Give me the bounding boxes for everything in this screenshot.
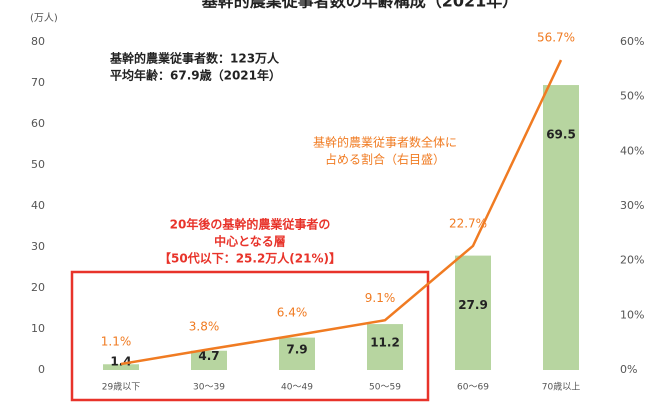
y2-tick-label: 40% — [620, 144, 644, 157]
y-axis-label: (万人) — [30, 12, 58, 24]
y-tick-label: 80 — [31, 35, 45, 48]
y2-tick-label: 10% — [620, 308, 644, 321]
bar — [455, 255, 491, 370]
bar — [191, 350, 227, 370]
y-tick-label: 30 — [31, 240, 45, 253]
bar-label: 11.2 — [370, 336, 400, 350]
line-label: 3.8% — [189, 320, 220, 334]
bar-label: 69.5 — [546, 128, 576, 142]
y-tick-label: 0 — [38, 363, 45, 376]
bar-label: 7.9 — [286, 342, 307, 356]
bar — [543, 85, 579, 371]
line — [120, 59, 563, 366]
y-tick-label: 60 — [31, 117, 45, 130]
y-tick-label: 10 — [31, 322, 45, 335]
annotation: 占める割合（右目盛） — [325, 152, 445, 167]
annotation: 基幹的農業従事者数全体に — [313, 135, 457, 150]
line-label: 6.4% — [277, 306, 308, 320]
x-tick-label: 70歳以上 — [542, 381, 580, 393]
annotation: 基幹的農業従事者数：123万人 — [109, 51, 280, 66]
x-tick-label: 60～69 — [457, 383, 489, 393]
bar-label: 1.4 — [110, 355, 131, 369]
highlight-box — [70, 270, 430, 402]
y2-tick-label: 60% — [620, 35, 644, 48]
chart-title: 基幹的農業従事者数の年齢構成（2021年） — [201, 0, 519, 11]
bar — [279, 337, 315, 370]
annotation: 中心となる層 — [214, 234, 286, 249]
y2-tick-label: 50% — [620, 90, 644, 103]
x-tick-label: 30～39 — [193, 383, 225, 393]
y-tick-label: 50 — [31, 158, 45, 171]
y-tick-label: 70 — [31, 76, 45, 89]
y-tick-label: 20 — [31, 281, 45, 294]
bar-label: 27.9 — [458, 298, 488, 312]
bar — [103, 364, 139, 370]
x-tick-label: 29歳以下 — [102, 381, 140, 393]
y2-tick-label: 20% — [620, 254, 644, 267]
annotation: 平均年齢：67.9歳（2021年） — [110, 68, 281, 83]
bar-label: 4.7 — [198, 349, 219, 363]
bar — [367, 324, 403, 370]
x-tick-label: 40～49 — [281, 383, 313, 393]
annotation: 【50代以下：25.2万人(21%)】 — [159, 251, 341, 266]
y-tick-label: 40 — [31, 199, 45, 212]
line-label: 9.1% — [365, 291, 396, 305]
line-label: 22.7% — [449, 216, 487, 230]
annotation: 20年後の基幹的農業従事者の — [170, 217, 331, 232]
x-tick-label: 50～59 — [369, 383, 401, 393]
y2-tick-label: 0% — [620, 363, 637, 376]
y2-tick-label: 30% — [620, 199, 644, 212]
line-label: 1.1% — [101, 334, 132, 348]
line-label: 56.7% — [537, 31, 575, 45]
